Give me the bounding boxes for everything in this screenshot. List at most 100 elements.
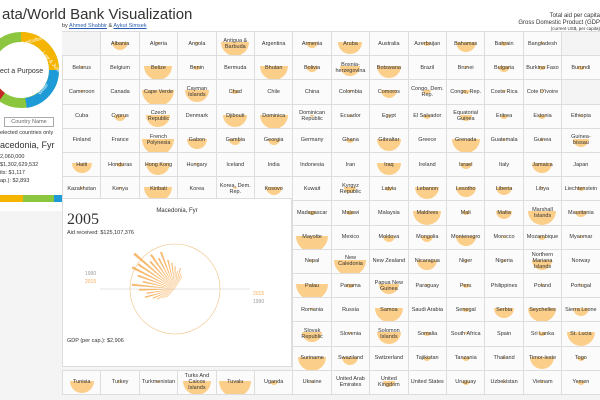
country-cell[interactable]: Ethiopia bbox=[561, 103, 600, 129]
country-cell[interactable]: Bosnia-herzegovina bbox=[330, 55, 371, 81]
country-cell[interactable]: Norway bbox=[561, 248, 600, 274]
country-cell[interactable]: Thailand bbox=[484, 345, 524, 371]
country-cell[interactable]: United Kingdom bbox=[369, 369, 409, 395]
country-cell[interactable]: United Arab Emirates bbox=[330, 369, 371, 395]
country-cell[interactable]: Northern Mariana Islands bbox=[522, 248, 563, 274]
country-cell[interactable]: Seychelles bbox=[522, 297, 563, 323]
country-cell[interactable]: Sri Lanka bbox=[522, 321, 563, 347]
country-cell[interactable]: Bahamas bbox=[446, 31, 486, 57]
country-cell[interactable]: Yemen bbox=[561, 369, 600, 395]
country-cell[interactable]: Timor-leste bbox=[522, 345, 563, 371]
country-cell[interactable]: Israel bbox=[446, 152, 486, 178]
country-cell[interactable]: Kuwait bbox=[292, 176, 332, 202]
country-cell[interactable]: Switzerland bbox=[369, 345, 409, 371]
country-cell[interactable]: Estonia bbox=[522, 103, 563, 129]
country-cell[interactable]: Turks And Caicos Islands bbox=[177, 369, 217, 395]
country-cell[interactable]: Burundi bbox=[561, 55, 600, 81]
country-cell[interactable]: Solomon Islands bbox=[369, 321, 409, 347]
country-cell[interactable]: Dominica bbox=[254, 103, 294, 129]
country-cell[interactable]: Indonesia bbox=[292, 152, 332, 178]
country-cell[interactable]: Montenegro bbox=[446, 224, 486, 250]
country-cell[interactable]: Iraq bbox=[369, 152, 409, 178]
country-cell[interactable]: China bbox=[292, 79, 332, 105]
country-cell[interactable]: Mauritania bbox=[561, 200, 600, 226]
country-cell[interactable]: Brazil bbox=[407, 55, 447, 81]
country-cell[interactable]: Aruba bbox=[330, 31, 371, 57]
country-cell[interactable]: Djibouti bbox=[215, 103, 255, 129]
country-cell[interactable]: Kiribati bbox=[138, 176, 179, 202]
country-cell[interactable]: Mozambique bbox=[522, 224, 563, 250]
country-cell[interactable]: Saudi Arabia bbox=[407, 297, 447, 323]
country-cell[interactable]: Denmark bbox=[177, 103, 217, 129]
country-cell[interactable]: Bulgaria bbox=[484, 55, 524, 81]
country-cell[interactable]: Hong Kong bbox=[138, 152, 179, 178]
country-cell[interactable]: Maldives bbox=[407, 200, 447, 226]
country-cell[interactable]: Malaysia bbox=[369, 200, 409, 226]
country-cell[interactable]: Mali bbox=[446, 200, 486, 226]
country-cell[interactable]: New Caledonia bbox=[330, 248, 371, 274]
country-cell[interactable]: Mongolia bbox=[407, 224, 447, 250]
country-cell[interactable]: Comoros bbox=[369, 79, 409, 105]
country-cell[interactable]: Costa Rica bbox=[484, 79, 524, 105]
country-cell[interactable]: Ukraine bbox=[292, 369, 332, 395]
country-cell[interactable]: Malta bbox=[484, 200, 524, 226]
country-cell[interactable]: Suriname bbox=[292, 345, 332, 371]
country-cell[interactable]: Cote D'ivoire bbox=[522, 79, 563, 105]
country-cell[interactable]: Hungary bbox=[177, 152, 217, 178]
country-cell[interactable]: Bhutan bbox=[254, 55, 294, 81]
country-cell[interactable]: Togo bbox=[561, 345, 600, 371]
country-cell[interactable]: Paraguay bbox=[407, 273, 447, 299]
country-cell[interactable]: Chile bbox=[254, 79, 294, 105]
country-cell[interactable]: Antigua & Barbuda bbox=[215, 31, 255, 57]
country-cell[interactable]: Egypt bbox=[369, 103, 409, 129]
country-cell[interactable]: Ireland bbox=[407, 152, 447, 178]
country-cell[interactable]: Liberia bbox=[484, 176, 524, 202]
country-cell[interactable]: Tuvalu bbox=[215, 369, 255, 395]
country-cell[interactable]: Marshall Islands bbox=[522, 200, 563, 226]
country-cell[interactable]: Haiti bbox=[62, 152, 102, 178]
country-cell[interactable]: Nigeria bbox=[484, 248, 524, 274]
country-cell[interactable]: Greece bbox=[407, 127, 447, 153]
country-cell[interactable]: Nicaragua bbox=[407, 248, 447, 274]
country-cell[interactable]: Belarus bbox=[62, 55, 102, 81]
country-cell[interactable]: Iran bbox=[330, 152, 371, 178]
country-cell[interactable]: Slovak Republic bbox=[292, 321, 332, 347]
author-link[interactable]: Aykut Simsek bbox=[113, 23, 147, 29]
country-cell[interactable]: Papua New Guinea bbox=[369, 273, 409, 299]
country-cell[interactable]: Argentina bbox=[254, 31, 294, 57]
country-cell[interactable]: Guatemala bbox=[484, 127, 524, 153]
country-cell[interactable]: Uruguay bbox=[446, 369, 486, 395]
country-cell[interactable]: Germany bbox=[292, 127, 332, 153]
country-cell[interactable]: Samoa bbox=[369, 297, 409, 323]
country-cell[interactable]: Russia bbox=[330, 297, 371, 323]
country-cell[interactable]: Poland bbox=[522, 273, 563, 299]
country-cell[interactable]: Cyprus bbox=[100, 103, 140, 129]
country-cell[interactable]: Slovenia bbox=[330, 321, 371, 347]
country-cell[interactable]: Ghana bbox=[330, 127, 371, 153]
country-cell[interactable]: Jamaica bbox=[522, 152, 563, 178]
country-cell[interactable]: Brunei bbox=[446, 55, 486, 81]
country-cell[interactable]: Georgia bbox=[254, 127, 294, 153]
country-cell[interactable]: Cayman Islands bbox=[177, 79, 217, 105]
country-cell[interactable]: St. Lucia bbox=[561, 321, 600, 347]
country-cell[interactable]: Burkina Faso bbox=[522, 55, 563, 81]
country-cell[interactable]: Canada bbox=[100, 79, 140, 105]
country-cell[interactable]: Uganda bbox=[254, 369, 294, 395]
country-cell[interactable]: Kenya bbox=[100, 176, 140, 202]
country-cell[interactable]: India bbox=[254, 152, 294, 178]
country-cell[interactable]: Grenada bbox=[446, 127, 486, 153]
country-cell[interactable]: Chad bbox=[215, 79, 255, 105]
country-cell[interactable]: Somalia bbox=[407, 321, 447, 347]
country-cell[interactable]: Iceland bbox=[215, 152, 255, 178]
country-cell[interactable]: Swaziland bbox=[330, 345, 371, 371]
country-cell[interactable]: Guinea-bissau bbox=[561, 127, 600, 153]
country-cell[interactable]: Serbia bbox=[484, 297, 524, 323]
country-cell[interactable]: Finland bbox=[62, 127, 102, 153]
country-cell[interactable]: Tunisia bbox=[62, 369, 102, 395]
country-cell[interactable]: Madagascar bbox=[292, 200, 332, 226]
country-cell[interactable]: Vietnam bbox=[522, 369, 563, 395]
country-cell[interactable]: Lebanon bbox=[407, 176, 447, 202]
country-cell[interactable]: Algeria bbox=[138, 31, 179, 57]
country-cell[interactable]: Peru bbox=[446, 273, 486, 299]
country-cell[interactable]: El Salvador bbox=[407, 103, 447, 129]
